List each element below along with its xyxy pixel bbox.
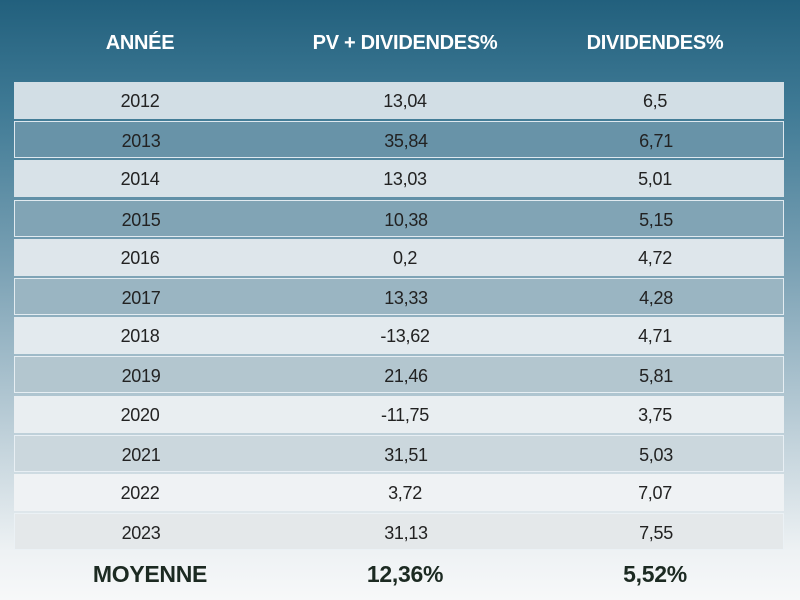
table-cell: 5,15: [639, 209, 673, 230]
table-row: 2020 -11,75 3,75: [14, 395, 784, 433]
table-cell: 2022: [120, 483, 160, 503]
footer-cell: MOYENNE: [92, 561, 208, 587]
footer-cell: 5,52%: [623, 561, 687, 587]
table-cell: 10,38: [384, 209, 428, 230]
footer-cell: 12,36%: [366, 561, 444, 587]
table-cell: 21,46: [384, 366, 428, 387]
table-row: 2021 31,51 5,03: [14, 434, 784, 472]
table-cell: 3,72: [388, 483, 422, 503]
table-cell: 5,01: [638, 169, 672, 190]
table-cell: 7,07: [638, 483, 672, 503]
table-cell: 2014: [120, 169, 160, 190]
table-row: 2023 31,13 7,55: [14, 513, 784, 551]
table-row: 2018 -13,62 4,71: [14, 317, 784, 355]
table-row: 2016 0,2 4,72: [14, 238, 784, 276]
table-cell: 4,71: [638, 326, 672, 347]
header-cell: DIVIDENDES%: [586, 32, 724, 54]
table-row: 2019 21,46 5,81: [14, 356, 784, 394]
table-cell: 2023: [121, 523, 161, 544]
table-cell: 2015: [121, 209, 161, 230]
table-cell: 4,28: [639, 288, 673, 308]
table-cell: 2020: [120, 404, 160, 425]
table-cell: 2021: [121, 444, 161, 465]
table-cell: 7,55: [639, 523, 673, 544]
table-row: 2012 13,04 6,5: [14, 82, 784, 119]
header-cell: PV + DIVIDENDES%: [312, 32, 498, 54]
table-row: 2022 3,72 7,07: [14, 474, 784, 511]
table-cell: 35,84: [384, 131, 428, 152]
table-cell: 2018: [120, 326, 160, 347]
table-row: 2013 35,84 6,71: [14, 121, 784, 159]
table-cell: 6,71: [639, 131, 673, 152]
table-cell: 6,5: [642, 91, 668, 111]
table-cell: 13,04: [383, 91, 427, 111]
table-cell: 2016: [120, 247, 160, 268]
header-cell: ANNÉE: [105, 32, 175, 54]
table-cell: 31,13: [384, 523, 428, 544]
table-row: 2014 13,03 5,01: [14, 160, 784, 198]
table-cell: 5,81: [639, 366, 673, 387]
table-cell: 4,72: [638, 247, 672, 268]
table-cell: 13,33: [384, 288, 428, 308]
table-cell: 3,75: [638, 404, 672, 425]
table-cell: 2017: [121, 288, 161, 308]
table-cell: 2019: [121, 366, 161, 387]
table-cell: 2013: [121, 131, 161, 152]
table-cell: 31,51: [384, 444, 428, 465]
table-cell: 5,03: [639, 444, 673, 465]
table-cell: -13,62: [380, 326, 430, 347]
table-cell: 2012: [120, 91, 160, 111]
table-row: 2017 13,33 4,28: [14, 278, 784, 315]
table-cell: 13,03: [383, 169, 427, 190]
table-cell: -11,75: [381, 404, 429, 425]
table-row: 2015 10,38 5,15: [14, 199, 784, 237]
table-cell: 0,2: [392, 247, 418, 268]
